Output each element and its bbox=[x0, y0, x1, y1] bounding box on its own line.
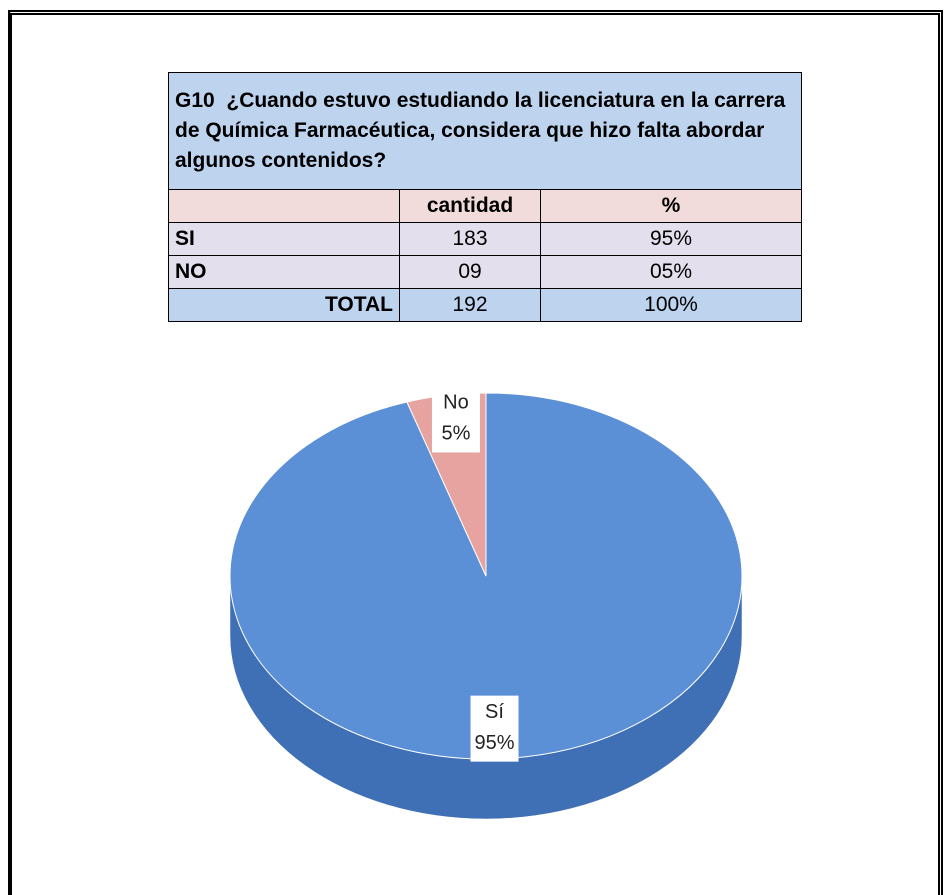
slice-value-label: 95% bbox=[474, 732, 514, 754]
header-cell bbox=[168, 189, 400, 223]
table-title: G10 ¿Cuando estuvo estudiando la licenci… bbox=[168, 72, 802, 190]
slice-label: No bbox=[443, 392, 469, 414]
page: G10 ¿Cuando estuvo estudiando la licenci… bbox=[8, 10, 943, 895]
pie-slice bbox=[229, 392, 743, 760]
cell: 183 bbox=[399, 222, 541, 256]
label-box bbox=[431, 386, 480, 453]
slice-value-label: 5% bbox=[442, 423, 471, 445]
cell: 192 bbox=[399, 288, 541, 322]
cell: 100% bbox=[540, 288, 802, 322]
cell: 09 bbox=[399, 255, 541, 289]
page-frame bbox=[8, 10, 943, 895]
label-box bbox=[470, 695, 519, 762]
row-label: NO bbox=[168, 255, 400, 289]
data-table: G10 ¿Cuando estuvo estudiando la licenci… bbox=[168, 72, 802, 322]
row-label: SI bbox=[168, 222, 400, 256]
cell: 05% bbox=[540, 255, 802, 289]
slice-label: Sí bbox=[485, 701, 504, 723]
header-cell: cantidad bbox=[399, 189, 541, 223]
cell: 95% bbox=[540, 222, 802, 256]
pie-chart: Sí 95% No 5% bbox=[229, 386, 743, 819]
row-label: TOTAL bbox=[168, 288, 400, 322]
